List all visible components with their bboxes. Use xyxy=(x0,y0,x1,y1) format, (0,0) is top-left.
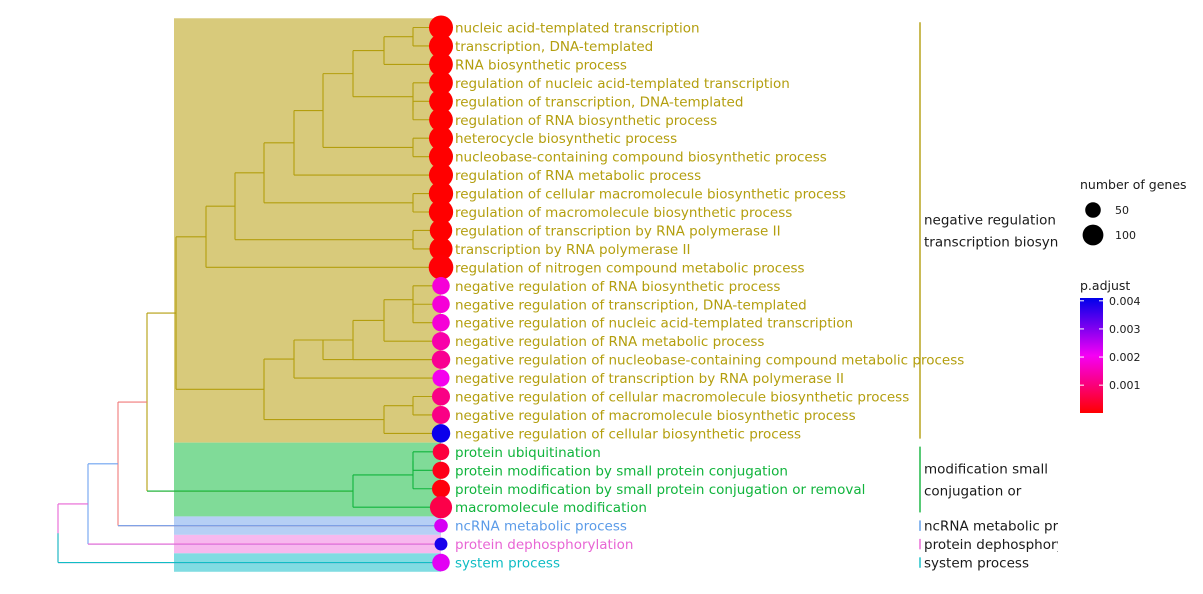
size-legend-label: 50 xyxy=(1115,204,1129,217)
color-legend-label: 0.002 xyxy=(1109,351,1141,364)
color-legend-label: 0.004 xyxy=(1109,295,1141,308)
term-dot xyxy=(428,126,454,151)
cluster-bg xyxy=(174,442,441,517)
term-dot xyxy=(428,163,454,188)
cluster-label: negative regulation xyxy=(924,212,1056,228)
term-dot xyxy=(432,553,450,572)
term-label: regulation of RNA biosynthetic process xyxy=(455,113,717,129)
cluster-label: system process xyxy=(924,556,1029,572)
size-legend-dot xyxy=(1082,224,1104,246)
term-dot xyxy=(428,199,454,225)
term-dot xyxy=(432,369,450,387)
term-label: regulation of nitrogen compound metaboli… xyxy=(455,260,805,276)
term-label: protein modification by small protein co… xyxy=(455,463,788,479)
term-label: protein ubiquitination xyxy=(455,445,601,461)
legend: number of genes 50 100 p.adjust 0.001 0.002 0.… xyxy=(1080,177,1187,413)
term-dot xyxy=(431,332,451,351)
term-dot xyxy=(428,144,454,169)
term-label: negative regulation of transcription by … xyxy=(455,371,844,387)
cluster-bg xyxy=(174,18,441,443)
color-legend-label: 0.003 xyxy=(1109,323,1141,336)
term-dot xyxy=(431,387,451,406)
term-label: negative regulation of RNA biosynthetic … xyxy=(455,279,780,295)
term-label: regulation of transcription, DNA-templat… xyxy=(455,94,743,110)
term-dot xyxy=(431,405,451,424)
term-dot xyxy=(432,277,450,295)
term-dot xyxy=(432,461,450,479)
term-label: transcription by RNA polymerase II xyxy=(455,242,690,258)
term-label: negative regulation of nucleobase-contai… xyxy=(455,353,964,369)
term-label: nucleobase-containing compound biosynthe… xyxy=(455,150,827,166)
term-label: nucleic acid-templated transcription xyxy=(455,21,700,37)
term-label: regulation of macromolecule biosynthetic… xyxy=(455,205,792,221)
term-label: negative regulation of macromolecule bio… xyxy=(455,408,856,424)
term-label: protein modification by small protein co… xyxy=(455,482,865,498)
term-label: transcription, DNA-templated xyxy=(455,39,653,55)
term-dot xyxy=(429,89,453,114)
term-dot xyxy=(428,255,454,280)
term-dot xyxy=(431,350,451,369)
color-legend-title: p.adjust xyxy=(1080,278,1130,293)
term-labels: nucleic acid-templated transcription tran… xyxy=(455,21,964,572)
term-dot xyxy=(429,70,453,95)
term-dot xyxy=(431,479,451,498)
term-dot xyxy=(428,181,454,206)
term-dot xyxy=(429,237,453,261)
cluster-label: modification small xyxy=(924,462,1048,478)
term-dot xyxy=(432,295,450,314)
term-dot xyxy=(431,424,451,443)
term-dot xyxy=(434,537,448,551)
term-label: regulation of RNA metabolic process xyxy=(455,168,701,184)
color-legend-label: 0.001 xyxy=(1109,379,1141,392)
cluster-label: transcription biosynth xyxy=(924,234,1072,250)
term-label: RNA biosynthetic process xyxy=(455,57,627,73)
term-label: protein dephosphorylation xyxy=(455,537,633,553)
term-dot xyxy=(429,52,453,77)
cluster-label: protein dephosphoryl xyxy=(924,537,1068,553)
term-dot xyxy=(434,518,448,533)
term-label: regulation of transcription by RNA polym… xyxy=(455,223,781,239)
term-label: ncRNA metabolic process xyxy=(455,519,627,535)
cluster-backgrounds xyxy=(174,18,441,572)
branch xyxy=(322,339,441,361)
term-dot xyxy=(429,107,453,132)
term-dot xyxy=(428,15,454,40)
term-label: macromolecule modification xyxy=(455,500,647,516)
size-legend-label: 100 xyxy=(1115,229,1136,242)
cluster-label: ncRNA metabolic pro xyxy=(924,519,1066,535)
term-label: regulation of nucleic acid-templated tra… xyxy=(455,76,790,92)
term-label: negative regulation of cellular biosynth… xyxy=(455,426,801,442)
term-dot xyxy=(428,33,454,58)
cluster-label: conjugation or xyxy=(924,484,1022,500)
term-label: system process xyxy=(455,556,560,572)
term-label: regulation of cellular macromolecule bio… xyxy=(455,187,846,203)
term-label: negative regulation of RNA metabolic pro… xyxy=(455,334,764,350)
size-legend-dot xyxy=(1085,202,1101,218)
term-dot xyxy=(429,496,453,519)
term-dots xyxy=(428,15,454,572)
term-dot xyxy=(432,443,450,461)
term-label: negative regulation of nucleic acid-temp… xyxy=(455,316,853,332)
size-legend-title: number of genes xyxy=(1080,177,1187,192)
term-label: heterocycle biosynthetic process xyxy=(455,131,677,147)
term-dot xyxy=(432,313,450,332)
term-label: negative regulation of transcription, DN… xyxy=(455,297,807,313)
cluster-labels: negative regulation transcription biosynt… xyxy=(919,22,1072,572)
term-label: negative regulation of cellular macromol… xyxy=(455,390,909,406)
term-dot xyxy=(429,219,453,242)
dendrogram-branches xyxy=(57,26,441,564)
color-legend-bar xyxy=(1080,298,1103,413)
